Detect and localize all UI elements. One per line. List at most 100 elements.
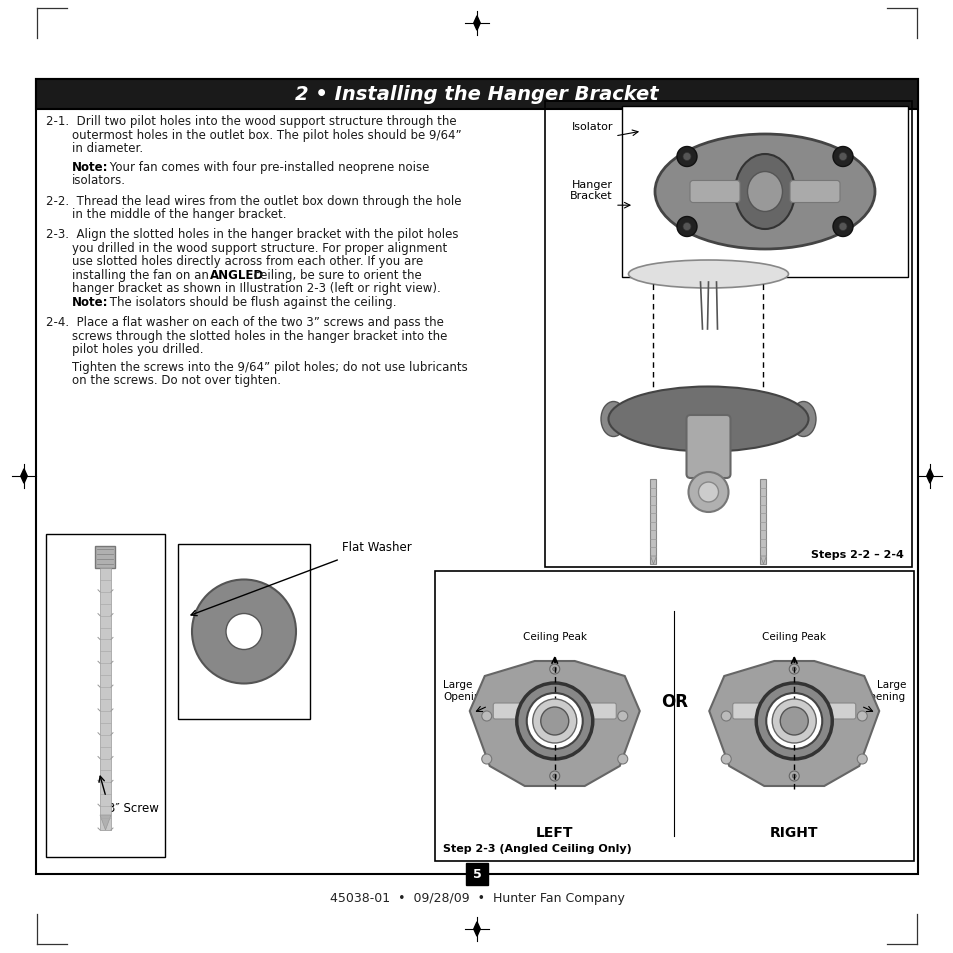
Bar: [36, 80, 917, 874]
Ellipse shape: [600, 402, 625, 437]
Circle shape: [226, 614, 262, 650]
Circle shape: [549, 771, 559, 781]
Polygon shape: [650, 557, 656, 564]
Text: Hanger
Bracket: Hanger Bracket: [570, 179, 613, 201]
Text: outermost holes in the outlet box. The pilot holes should be 9/64”: outermost holes in the outlet box. The p…: [71, 129, 461, 141]
FancyBboxPatch shape: [732, 703, 771, 720]
Text: in diameter.: in diameter.: [71, 142, 143, 154]
Circle shape: [618, 711, 627, 721]
Circle shape: [720, 711, 731, 721]
Text: isolators.: isolators.: [71, 174, 126, 187]
Bar: [650, 479, 656, 564]
Circle shape: [765, 693, 821, 749]
Polygon shape: [925, 469, 932, 484]
Circle shape: [682, 223, 690, 232]
FancyBboxPatch shape: [493, 703, 532, 720]
Bar: [621, 107, 907, 277]
Polygon shape: [21, 469, 28, 484]
FancyBboxPatch shape: [789, 181, 840, 203]
Circle shape: [791, 667, 796, 671]
Circle shape: [838, 223, 846, 232]
Text: pilot holes you drilled.: pilot holes you drilled.: [71, 343, 203, 355]
Bar: [465, 863, 488, 885]
Text: you drilled in the wood support structure. For proper alignment: you drilled in the wood support structur…: [71, 242, 447, 254]
Ellipse shape: [734, 154, 794, 230]
Text: 2 • Installing the Hanger Bracket: 2 • Installing the Hanger Bracket: [294, 86, 659, 105]
Ellipse shape: [747, 172, 781, 213]
Text: Isolator: Isolator: [571, 122, 613, 132]
Polygon shape: [469, 661, 639, 786]
Bar: [46, 535, 165, 857]
Circle shape: [677, 148, 697, 168]
Text: OR: OR: [660, 692, 687, 710]
Circle shape: [481, 754, 491, 764]
Text: on the screws. Do not over tighten.: on the screws. Do not over tighten.: [71, 374, 281, 387]
Text: in the middle of the hanger bracket.: in the middle of the hanger bracket.: [71, 208, 286, 221]
Polygon shape: [708, 661, 879, 786]
Text: Steps 2-2 – 2-4: Steps 2-2 – 2-4: [810, 550, 903, 559]
Text: 2-4.  Place a flat washer on each of the two 3” screws and pass the: 2-4. Place a flat washer on each of the …: [46, 315, 443, 329]
Text: RIGHT: RIGHT: [769, 825, 818, 840]
Text: screws through the slotted holes in the hanger bracket into the: screws through the slotted holes in the …: [71, 330, 447, 342]
FancyBboxPatch shape: [577, 703, 616, 720]
Circle shape: [481, 711, 491, 721]
Circle shape: [698, 482, 718, 502]
Circle shape: [838, 153, 846, 161]
Text: 2-1.  Drill two pilot holes into the wood support structure through the: 2-1. Drill two pilot holes into the wood…: [46, 115, 456, 128]
Circle shape: [517, 683, 592, 760]
Circle shape: [756, 683, 831, 760]
Text: Note:: Note:: [71, 161, 109, 173]
Circle shape: [677, 217, 697, 237]
Circle shape: [857, 711, 866, 721]
Text: installing the fan on an: installing the fan on an: [71, 269, 213, 281]
Circle shape: [791, 774, 796, 779]
FancyBboxPatch shape: [689, 181, 740, 203]
Text: ceiling, be sure to orient the: ceiling, be sure to orient the: [250, 269, 421, 281]
Circle shape: [720, 754, 731, 764]
Circle shape: [526, 693, 582, 749]
Text: use slotted holes directly across from each other. If you are: use slotted holes directly across from e…: [71, 255, 423, 268]
Circle shape: [618, 754, 627, 764]
Circle shape: [788, 771, 799, 781]
Text: Your fan comes with four pre-installed neoprene noise: Your fan comes with four pre-installed n…: [106, 161, 429, 173]
Circle shape: [688, 473, 728, 513]
Text: 45038-01  •  09/28/09  •  Hunter Fan Company: 45038-01 • 09/28/09 • Hunter Fan Company: [329, 892, 624, 904]
Text: 2-2.  Thread the lead wires from the outlet box down through the hole: 2-2. Thread the lead wires from the outl…: [46, 194, 461, 208]
Text: Ceiling Peak: Ceiling Peak: [761, 631, 825, 641]
Circle shape: [552, 667, 557, 671]
Polygon shape: [760, 557, 765, 564]
Text: Large
Opening: Large Opening: [442, 679, 487, 701]
Polygon shape: [100, 815, 111, 830]
Bar: [100, 568, 111, 830]
Text: Large
Opening: Large Opening: [861, 679, 905, 701]
Bar: [36, 80, 917, 110]
Circle shape: [780, 707, 807, 735]
Ellipse shape: [628, 261, 788, 289]
Circle shape: [192, 579, 295, 684]
Circle shape: [771, 700, 816, 743]
Text: 2-3.  Align the slotted holes in the hanger bracket with the pilot holes: 2-3. Align the slotted holes in the hang…: [46, 228, 458, 241]
Text: Flat Washer: Flat Washer: [341, 540, 412, 554]
Bar: [760, 479, 765, 564]
Circle shape: [532, 700, 577, 743]
Bar: [95, 546, 115, 568]
Text: 3″ Screw: 3″ Screw: [108, 801, 159, 814]
Ellipse shape: [608, 387, 807, 452]
Polygon shape: [474, 922, 479, 936]
Circle shape: [552, 774, 557, 779]
Bar: [544, 102, 911, 567]
Bar: [435, 572, 913, 862]
Circle shape: [540, 707, 568, 735]
Bar: [178, 544, 310, 720]
Text: LEFT: LEFT: [536, 825, 573, 840]
Ellipse shape: [790, 402, 815, 437]
Text: 5: 5: [472, 867, 481, 881]
Text: Step 2-3 (Angled Ceiling Only): Step 2-3 (Angled Ceiling Only): [442, 843, 631, 853]
FancyBboxPatch shape: [686, 416, 730, 478]
Circle shape: [857, 754, 866, 764]
Text: ANGLED: ANGLED: [210, 269, 264, 281]
Text: hanger bracket as shown in Illustration 2-3 (left or right view).: hanger bracket as shown in Illustration …: [71, 282, 440, 295]
Circle shape: [832, 217, 852, 237]
Text: The isolators should be flush against the ceiling.: The isolators should be flush against th…: [106, 295, 396, 309]
Polygon shape: [474, 17, 479, 31]
